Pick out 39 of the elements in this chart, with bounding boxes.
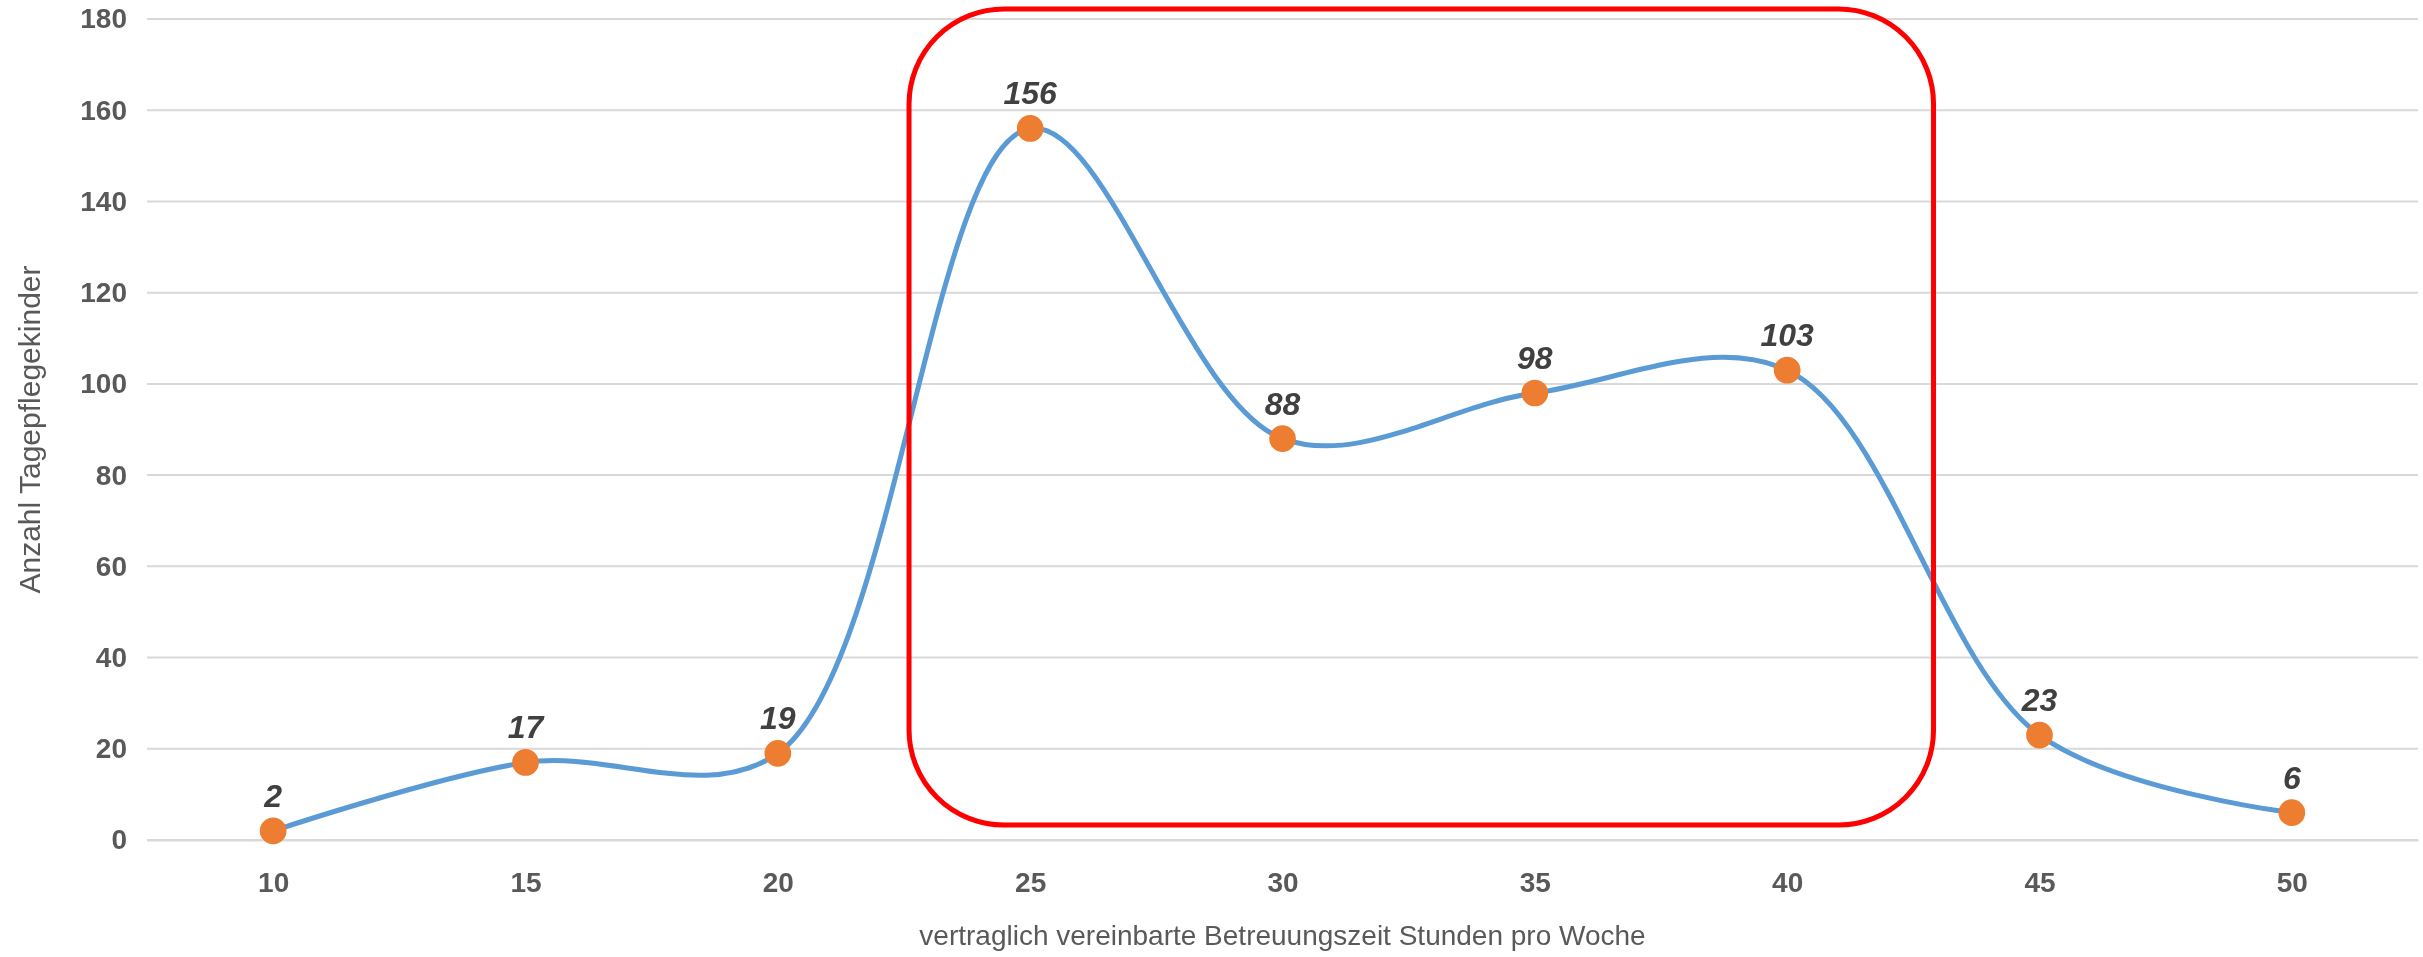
point — [1773, 356, 1801, 384]
y-axis-title: Anzahl Tagepflegekinder — [13, 265, 46, 594]
data-label: 17 — [507, 709, 546, 746]
y-tick-label: 140 — [80, 185, 127, 217]
x-tick-label: 50 — [2276, 866, 2308, 898]
data-label: 2 — [263, 777, 283, 814]
x-tick-label: 30 — [1267, 866, 1299, 898]
data-label: 6 — [2282, 759, 2301, 796]
point — [764, 740, 792, 767]
data-label: 98 — [1517, 340, 1553, 377]
y-tick-label: 80 — [95, 459, 127, 491]
data-label: 19 — [760, 700, 796, 737]
y-tick-label: 120 — [80, 277, 127, 309]
x-tick-label: 40 — [1772, 866, 1804, 898]
point — [1521, 379, 1549, 407]
x-axis-title: vertraglich vereinbarte Betreuungszeit Stunden pro Woche — [919, 920, 1646, 951]
x-tick-label: 10 — [258, 866, 290, 898]
y-tick-label: 60 — [95, 550, 127, 582]
point — [1269, 425, 1296, 452]
y-tick-label: 180 — [80, 3, 127, 35]
y-tick-label: 160 — [80, 94, 127, 126]
data-label: 23 — [2020, 682, 2058, 719]
x-tick-label: 20 — [762, 866, 794, 898]
y-tick-label: 0 — [111, 824, 127, 856]
point — [2026, 721, 2053, 749]
point — [259, 817, 287, 845]
x-tick-label: 25 — [1015, 866, 1047, 898]
point — [512, 749, 539, 776]
x-tick-label: 15 — [510, 866, 542, 898]
data-label: 156 — [1003, 75, 1058, 112]
data-label: 88 — [1264, 385, 1301, 422]
y-tick-label: 40 — [95, 642, 127, 674]
y-tick-label: 20 — [95, 733, 127, 765]
y-tick-label: 100 — [80, 368, 127, 400]
x-tick-label: 35 — [1519, 866, 1551, 898]
point — [2278, 799, 2306, 826]
point — [1016, 115, 1044, 142]
data-label: 103 — [1760, 317, 1815, 354]
x-tick-label: 45 — [2024, 866, 2056, 898]
